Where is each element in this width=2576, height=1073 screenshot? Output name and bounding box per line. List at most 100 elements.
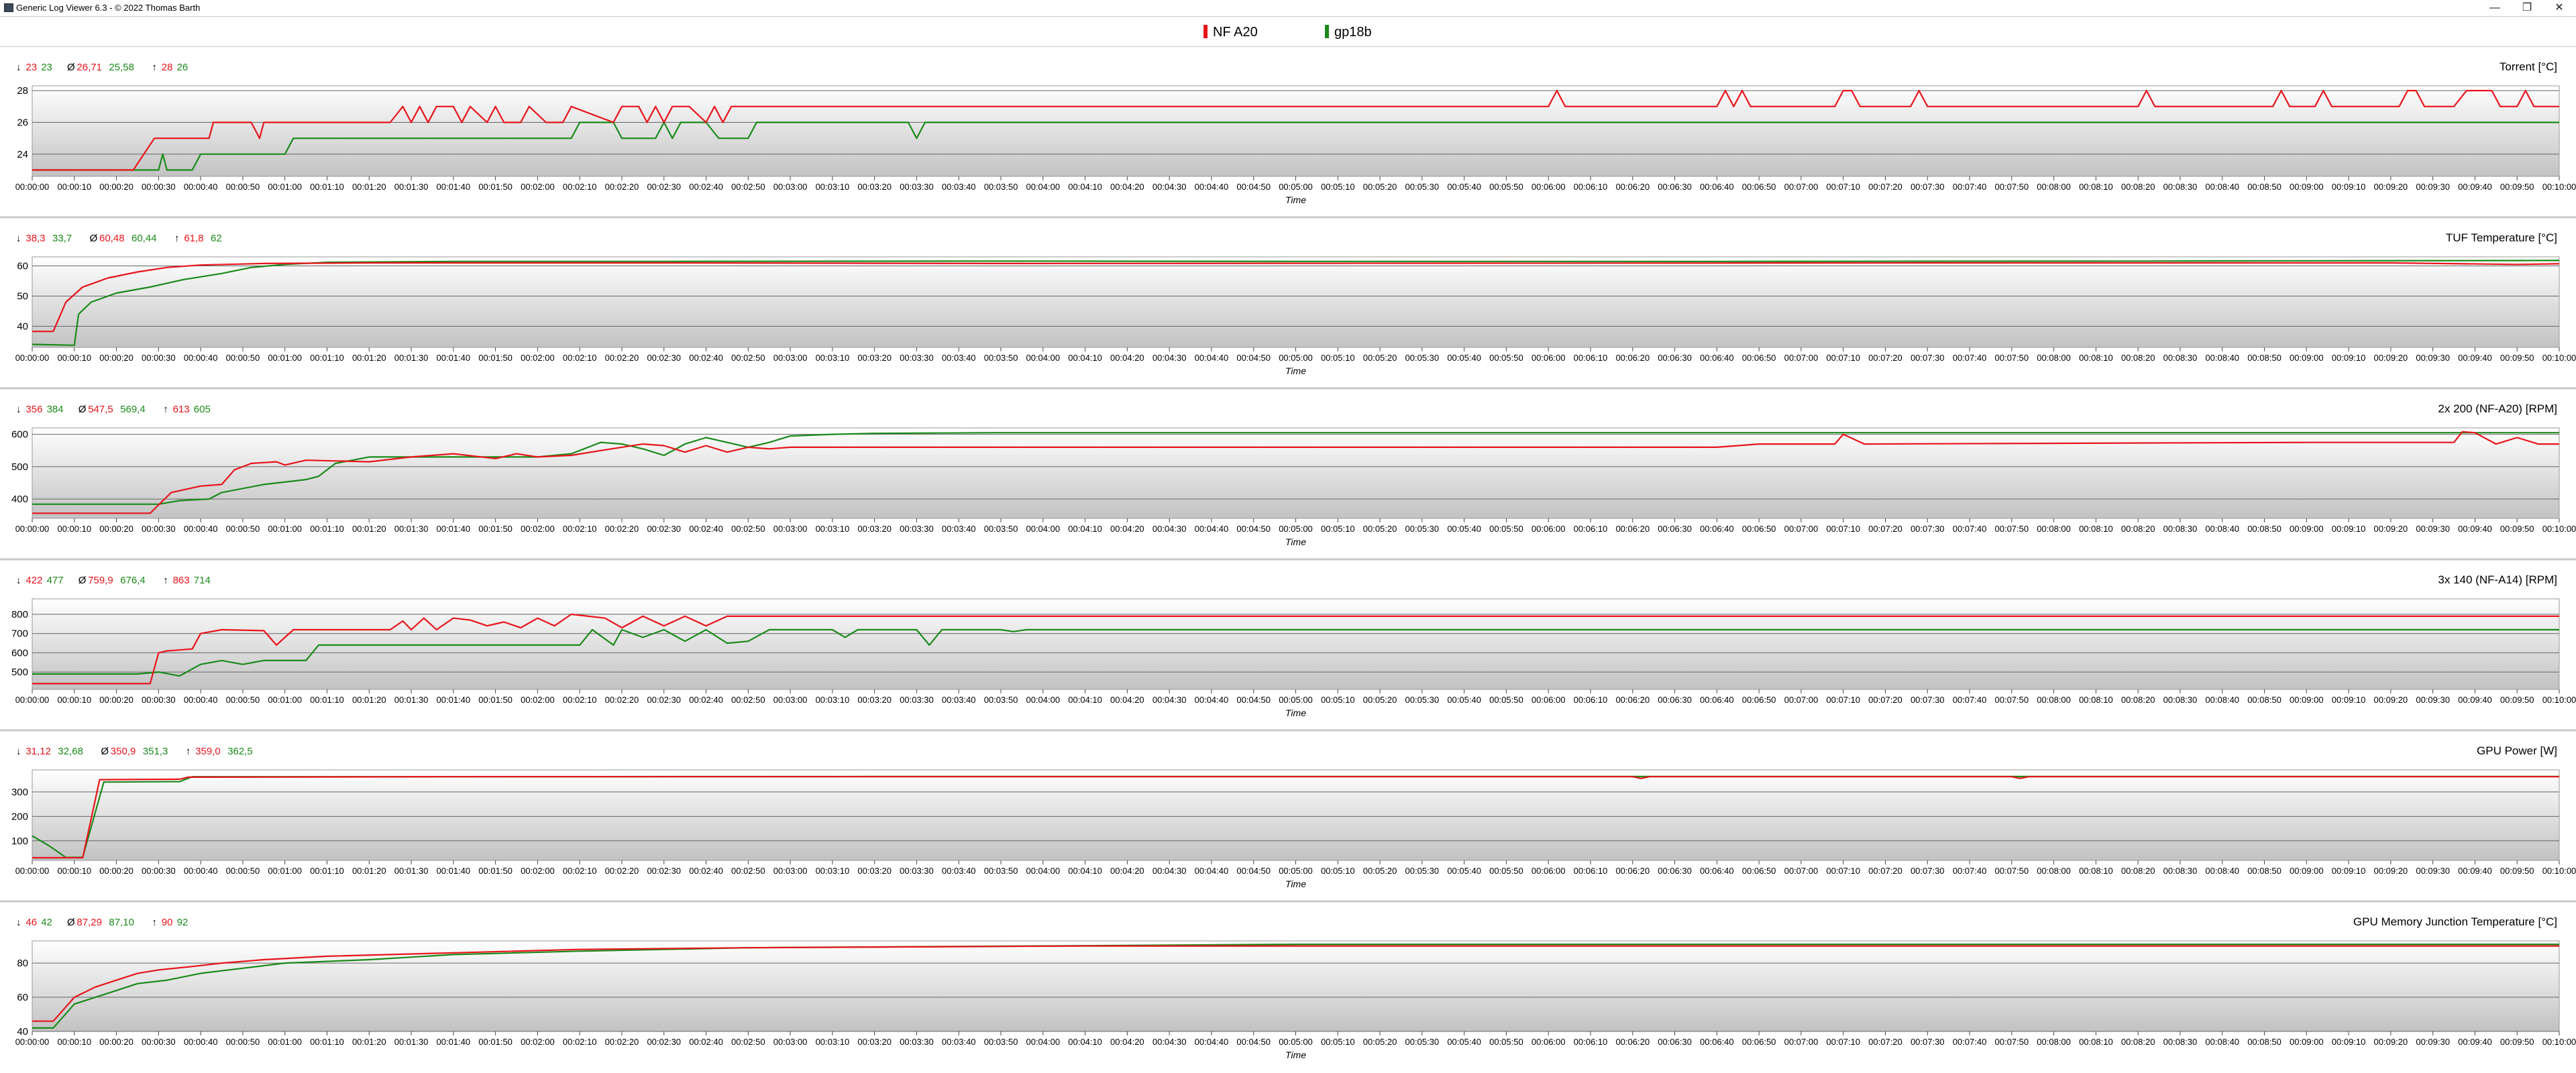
x-tick-label: 00:03:00: [773, 866, 808, 876]
stat-min-gp18b: 384: [47, 404, 64, 415]
x-tick-label: 00:08:30: [2163, 866, 2198, 876]
x-tick-label: 00:06:40: [1700, 1037, 1734, 1047]
chart-title: Torrent [°C]: [2500, 60, 2557, 73]
stat-avg-nf-a20: 547,5: [88, 404, 113, 415]
x-tick-label: 00:00:10: [57, 353, 91, 363]
x-tick-label: 00:07:50: [1995, 695, 2029, 705]
legend-item-gp18b[interactable]: gp18b: [1325, 25, 1372, 40]
stat-min-icon: ↓: [16, 575, 21, 586]
x-tick-label: 00:04:50: [1236, 524, 1271, 534]
x-tick-label: 00:05:40: [1447, 182, 1481, 192]
x-tick-label: 00:02:10: [563, 866, 597, 876]
app-icon: [4, 3, 13, 12]
x-tick-label: 00:09:50: [2500, 1037, 2534, 1047]
x-tick-label: 00:09:20: [2374, 695, 2408, 705]
x-tick-label: 00:06:30: [1658, 866, 1692, 876]
x-tick-label: 00:04:40: [1195, 353, 1229, 363]
x-tick-label: 00:08:50: [2247, 353, 2282, 363]
x-tick-label: 00:03:00: [773, 353, 808, 363]
x-tick-label: 00:00:40: [184, 182, 218, 192]
x-tick-label: 00:07:40: [1953, 182, 1987, 192]
x-tick-label: 00:08:10: [2079, 524, 2113, 534]
stat-max-icon: ↑: [163, 404, 168, 415]
x-tick-label: 00:05:50: [1489, 353, 1523, 363]
legend-swatch-red: [1203, 25, 1208, 38]
x-tick-label: 00:04:30: [1152, 524, 1187, 534]
x-tick-label: 00:00:10: [57, 695, 91, 705]
stat-avg-nf-a20: 350,9: [111, 746, 136, 757]
x-tick-label: 00:01:50: [478, 353, 513, 363]
x-tick-label: 00:03:00: [773, 695, 808, 705]
x-axis-title: Time: [1285, 708, 1306, 718]
stat-min-nf-a20: 46: [25, 917, 37, 928]
x-tick-label: 00:04:30: [1152, 353, 1187, 363]
chart-title: GPU Power [W]: [2477, 744, 2557, 757]
x-tick-label: 00:07:30: [1911, 695, 1945, 705]
title-bar: Generic Log Viewer 6.3 - © 2022 Thomas B…: [0, 0, 2576, 16]
x-tick-label: 00:01:30: [394, 182, 429, 192]
x-tick-label: 00:03:40: [942, 695, 976, 705]
x-tick-label: 00:01:10: [310, 866, 344, 876]
stat-max-icon: ↑: [152, 62, 157, 73]
x-tick-label: 00:01:30: [394, 866, 429, 876]
x-tick-label: 00:07:30: [1911, 1037, 1945, 1047]
x-tick-label: 00:03:00: [773, 524, 808, 534]
plot-area: [32, 256, 2560, 348]
x-tick-label: 00:08:50: [2247, 182, 2282, 192]
x-tick-label: 00:01:20: [352, 353, 386, 363]
x-tick-label: 00:05:20: [1363, 866, 1397, 876]
x-tick-label: 00:09:20: [2374, 1037, 2408, 1047]
x-tick-label: 00:01:50: [478, 695, 513, 705]
x-tick-label: 00:01:30: [394, 524, 429, 534]
x-tick-label: 00:06:20: [1615, 353, 1650, 363]
x-tick-label: 00:00:10: [57, 866, 91, 876]
x-tick-label: 00:04:10: [1068, 1037, 1102, 1047]
x-tick-label: 00:00:20: [99, 353, 133, 363]
x-tick-label: 00:09:40: [2458, 695, 2492, 705]
x-tick-label: 00:00:20: [99, 1037, 133, 1047]
y-tick-label: 26: [17, 117, 28, 128]
x-tick-label: 00:02:00: [521, 1037, 555, 1047]
stat-max-gp18b: 605: [194, 404, 211, 415]
x-tick-label: 00:03:50: [984, 182, 1018, 192]
x-tick-label: 00:08:10: [2079, 866, 2113, 876]
x-tick-label: 00:05:40: [1447, 524, 1481, 534]
series-line-nf-a20: [32, 776, 2559, 859]
x-tick-label: 00:08:40: [2205, 1037, 2239, 1047]
x-tick-label: 00:05:20: [1363, 1037, 1397, 1047]
y-tick-label: 500: [11, 461, 28, 473]
stat-max-icon: ↑: [163, 575, 168, 586]
x-tick-label: 00:02:40: [689, 524, 723, 534]
x-tick-label: 00:00:00: [15, 1037, 50, 1047]
x-tick-label: 00:00:00: [15, 866, 50, 876]
series-line-gp18b: [32, 943, 2559, 1029]
x-tick-label: 00:06:30: [1658, 524, 1692, 534]
x-tick-label: 00:01:30: [394, 353, 429, 363]
chart-panel: ↓ 356 384 Ø 547,5 569,4 ↑ 613 605 2x 200 (NF-A20)…: [0, 402, 2576, 561]
x-tick-label: 00:03:50: [984, 353, 1018, 363]
stat-avg-gp18b: 676,4: [120, 575, 146, 586]
x-tick-label: 00:04:50: [1236, 1037, 1271, 1047]
minimize-button[interactable]: —: [2489, 2, 2500, 13]
stat-max-nf-a20: 90: [162, 917, 173, 928]
x-tick-label: 00:08:10: [2079, 182, 2113, 192]
x-tick-label: 00:00:00: [15, 524, 50, 534]
x-tick-label: 00:04:40: [1195, 866, 1229, 876]
chart-panel: ↓ 31,12 32,68 Ø 350,9 351,3 ↑ 359,0 362,5 GPU Pow…: [0, 744, 2576, 903]
x-tick-label: 00:04:40: [1195, 524, 1229, 534]
x-tick-label: 00:01:30: [394, 695, 429, 705]
maximize-button[interactable]: ❐: [2522, 2, 2532, 13]
x-tick-label: 00:00:20: [99, 866, 133, 876]
stat-min-nf-a20: 356: [25, 404, 42, 415]
x-tick-label: 00:01:40: [437, 866, 471, 876]
x-tick-label: 00:07:10: [1826, 695, 1860, 705]
x-tick-label: 00:06:10: [1574, 1037, 1608, 1047]
plot-area: [32, 85, 2560, 177]
x-tick-label: 00:09:40: [2458, 524, 2492, 534]
legend-item-nf-a20[interactable]: NF A20: [1203, 25, 1258, 40]
stat-min-gp18b: 33,7: [52, 233, 72, 244]
x-tick-label: 00:06:20: [1615, 866, 1650, 876]
x-tick-label: 00:08:40: [2205, 353, 2239, 363]
x-tick-label: 00:01:50: [478, 182, 513, 192]
close-button[interactable]: ✕: [2555, 2, 2564, 13]
